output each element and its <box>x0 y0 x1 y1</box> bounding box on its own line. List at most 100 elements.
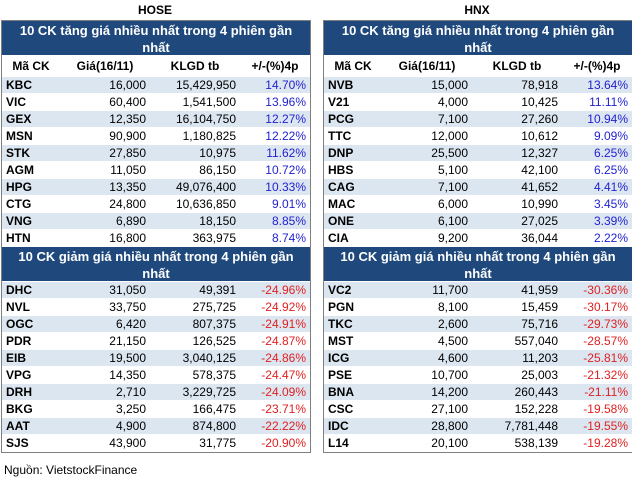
table-cell: 27,100 <box>431 402 468 416</box>
stock-symbol: PGN <box>328 300 355 314</box>
table-cell: 27,025 <box>521 214 558 228</box>
losers-title: 10 CK giảm giá nhiều nhất trong 4 phiên … <box>324 247 632 282</box>
table-row: VC2 11,700 41,959 -30.36% <box>324 282 632 299</box>
table-cell: -21.32% <box>583 368 628 382</box>
table-row: VIC 60,400 1,541,500 13.96% <box>2 94 310 111</box>
table-row: BKG 3,250 166,475 -23.71% <box>2 401 310 418</box>
stock-symbol: BNA <box>328 385 354 399</box>
column-header: KLGD tb <box>170 59 220 73</box>
column-header: Mã CK <box>12 59 50 73</box>
table-row: DNP 25,500 12,327 6.25% <box>324 145 632 162</box>
table-row: AGM 11,050 86,150 10.72% <box>2 162 310 179</box>
table-cell: 2.22% <box>593 231 628 245</box>
stock-symbol: MSN <box>6 129 33 143</box>
table-cell: 363,975 <box>192 231 236 245</box>
table-cell: 8.85% <box>271 214 306 228</box>
stock-symbol: NVB <box>328 78 354 92</box>
table-cell: 807,375 <box>192 317 236 331</box>
table-row: ONE 6,100 27,025 3.39% <box>324 213 632 230</box>
stock-symbol: ONE <box>328 214 355 228</box>
table-row: DRH 2,710 3,229,725 -24.09% <box>2 384 310 401</box>
table-cell: 11.62% <box>266 146 306 160</box>
stock-symbol: L14 <box>328 436 349 450</box>
table-cell: 166,475 <box>192 402 236 416</box>
table-row: SJS 43,900 31,775 -20.90% <box>2 435 310 452</box>
stock-symbol: VNG <box>6 214 33 228</box>
stock-symbol: EIB <box>6 351 27 365</box>
gainers-title: 10 CK tăng giá nhiều nhất trong 4 phiên … <box>324 21 632 56</box>
table-cell: 31,775 <box>199 436 236 450</box>
table-row: TTC 12,000 10,612 9.09% <box>324 128 632 145</box>
table-cell: 42,100 <box>521 163 558 177</box>
table-cell: -24.09% <box>261 385 306 399</box>
table-cell: 14,200 <box>431 385 468 399</box>
stock-symbol: AAT <box>6 419 30 433</box>
table-cell: 578,375 <box>192 368 236 382</box>
table-cell: 12.22% <box>265 129 306 143</box>
table-cell: 24,800 <box>109 197 146 211</box>
table-cell: 9,200 <box>437 231 468 245</box>
stock-symbol: DRH <box>6 385 32 399</box>
hnx-exchange-label: HNX <box>464 3 490 17</box>
table-cell: 8,100 <box>437 300 468 314</box>
table-cell: 14.70% <box>265 78 306 92</box>
table-cell: -21.11% <box>584 385 628 399</box>
table-cell: 90,900 <box>109 129 146 143</box>
table-row: NVB 15,000 78,918 13.64% <box>324 77 632 94</box>
table-row: L14 20,100 538,139 -19.28% <box>324 435 632 452</box>
table-cell: 15,429,950 <box>175 78 236 92</box>
table-cell: -25.81% <box>583 351 628 365</box>
table-cell: 11,203 <box>522 351 558 365</box>
table-cell: 10.72% <box>265 163 306 177</box>
table-row: PCG 7,100 27,260 10.94% <box>324 111 632 128</box>
table-cell: 10,990 <box>521 197 558 211</box>
table-cell: 41,652 <box>521 180 558 194</box>
table-row: MAC 6,000 10,990 3.45% <box>324 196 632 213</box>
table-row: GEX 12,350 16,104,750 12.27% <box>2 111 310 128</box>
table-cell: 3,040,125 <box>182 351 236 365</box>
table-row: ICG 4,600 11,203 -25.81% <box>324 350 632 367</box>
table-cell: 9.01% <box>271 197 306 211</box>
table-row: HTN 16,800 363,975 8.74% <box>2 230 310 247</box>
stock-symbol: V21 <box>328 95 350 109</box>
table-cell: 275,725 <box>192 300 236 314</box>
table-cell: 4,600 <box>437 351 468 365</box>
header-row: Mã CK Giá(16/11) KLGD tb +/-(%)4p <box>2 56 310 77</box>
table-cell: -24.47% <box>261 368 306 382</box>
table-row: HPG 13,350 49,076,400 10.33% <box>2 179 310 196</box>
table-cell: 6,420 <box>115 317 146 331</box>
table-cell: 10.33% <box>265 180 306 194</box>
table-row: HBS 5,100 42,100 6.25% <box>324 162 632 179</box>
table-cell: 49,391 <box>199 283 236 297</box>
table-cell: 10,975 <box>199 146 236 160</box>
table-cell: 5,100 <box>437 163 468 177</box>
table-cell: 78,918 <box>521 78 558 92</box>
table-cell: 6.25% <box>593 163 628 177</box>
stock-symbol: VIC <box>6 95 27 109</box>
stock-symbol: CIA <box>328 231 349 245</box>
table-cell: 12.27% <box>265 112 306 126</box>
table-cell: 19,500 <box>109 351 146 365</box>
stock-symbol: MAC <box>328 197 356 211</box>
column-header: Giá(16/11) <box>398 59 456 73</box>
table-cell: -19.55% <box>583 419 628 433</box>
table-cell: 7,100 <box>437 180 468 194</box>
table-cell: 152,228 <box>514 402 558 416</box>
table-cell: 6,100 <box>437 214 468 228</box>
stock-symbol: HPG <box>6 180 33 194</box>
stock-symbol: HTN <box>6 231 31 245</box>
table-cell: 12,000 <box>431 129 468 143</box>
table-row: CIA 9,200 36,044 2.22% <box>324 230 632 247</box>
table-cell: 31,050 <box>109 283 146 297</box>
table-cell: 6,890 <box>115 214 146 228</box>
source-note: Nguồn: VietstockFinance <box>4 463 138 477</box>
column-header: Mã CK <box>334 59 372 73</box>
table-cell: 874,800 <box>192 419 236 433</box>
table-row: CSC 27,100 152,228 -19.58% <box>324 401 632 418</box>
hose-panel: 10 CK tăng giá nhiều nhất trong 4 phiên … <box>1 20 311 453</box>
table-cell: 14,350 <box>109 368 146 382</box>
table-cell: -23.71% <box>261 402 306 416</box>
table-cell: 12,327 <box>521 146 558 160</box>
table-row: VNG 6,890 18,150 8.85% <box>2 213 310 230</box>
stock-symbol: PSE <box>328 368 353 382</box>
